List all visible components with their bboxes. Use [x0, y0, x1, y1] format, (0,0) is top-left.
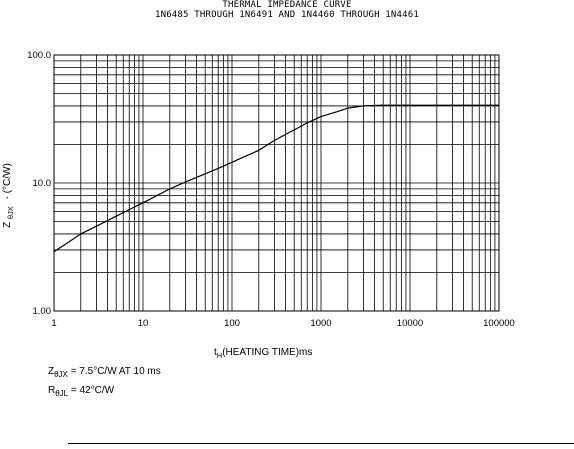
note1-sub: θJX [54, 370, 68, 379]
note2-rest: = 42°C/W [70, 385, 115, 396]
x-tick-label: 1000 [310, 318, 331, 329]
note1-rest: = 7.5°C/W AT 10 ms [70, 366, 161, 377]
y-axis-label-rest: - (°C/W) [2, 163, 13, 199]
x-axis-label-rest: (HEATING TIME)ms [222, 347, 312, 358]
x-tick-label: 100 [224, 318, 240, 329]
note1-main: Z [48, 366, 55, 377]
x-tick-labels: 1 10 100 1000 10000 100000 [51, 318, 515, 329]
x-tick-label: 1 [51, 318, 56, 329]
chart-subtitle: 1N6485 THROUGH 1N6491 AND 1N4460 THROUGH… [154, 10, 420, 20]
y-tick-label: 100.0 [27, 50, 51, 61]
y-axis-label-main: Z [2, 222, 13, 228]
note-thermal-impedance: ZθJX = 7.5°C/W AT 10 ms [48, 366, 161, 379]
x-tick-label: 10 [138, 318, 149, 329]
plot-frame [53, 54, 500, 312]
x-tick-label: 10000 [397, 318, 423, 329]
x-tick-label: 100000 [483, 318, 515, 329]
note2-main: R [48, 385, 56, 396]
y-tick-label: 10.0 [33, 178, 52, 189]
x-axis-label-sub: H [217, 351, 222, 360]
x-axis-label: tH(HEATING TIME)ms [214, 347, 312, 360]
chart-title: THERMAL IMPEDANCE CURVE [222, 0, 352, 10]
y-tick-label: 1.00 [33, 306, 52, 317]
y-axis-label-sub: θJX [6, 206, 15, 219]
bottom-rule [68, 443, 574, 444]
series-line-thermal-impedance [53, 104, 499, 253]
y-tick-labels: 1.00 10.0 100.0 [27, 50, 51, 317]
note-thermal-resistance: RθJL = 42°C/W [48, 385, 115, 398]
grid [53, 55, 499, 312]
y-axis-label: Z θJX - (°C/W) [2, 163, 16, 228]
x-axis-label-main: t [214, 347, 217, 358]
note2-sub: θJL [55, 389, 69, 398]
